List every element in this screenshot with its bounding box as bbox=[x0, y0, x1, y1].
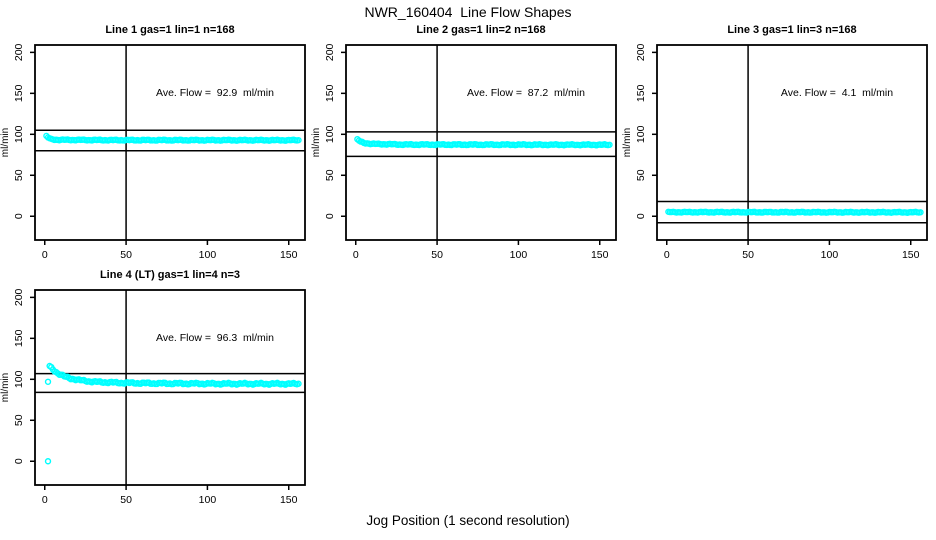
x-tick-label: 0 bbox=[42, 494, 48, 506]
flow-point bbox=[606, 141, 613, 148]
x-tick-label: 100 bbox=[199, 494, 217, 506]
subplot-3: 0 50 100 150 0 50 100 150 200 ml/min Line 3 gas=1 … bbox=[622, 20, 930, 272]
x-tick-label: 50 bbox=[120, 249, 132, 261]
x-tick-label: 150 bbox=[902, 249, 920, 261]
y-tick-label: 50 bbox=[635, 169, 647, 181]
y-tick-label: 100 bbox=[324, 125, 336, 143]
flow-point-outlier bbox=[44, 378, 52, 385]
y-tick-label: 200 bbox=[13, 43, 25, 61]
plot-box bbox=[34, 289, 306, 486]
ave-flow-annotation: Ave. Flow = 87.2 ml/min bbox=[467, 87, 585, 99]
flow-point bbox=[295, 136, 302, 144]
x-tick-label: 150 bbox=[591, 249, 609, 261]
y-tick-label: 50 bbox=[13, 169, 25, 181]
subplot-title: Line 4 (LT) gas=1 lin=4 n=3 bbox=[99, 269, 241, 281]
subplot-title: Line 1 gas=1 lin=1 n=168 bbox=[105, 24, 235, 36]
subplot-title: Line 3 gas=1 lin=3 n=168 bbox=[727, 24, 857, 36]
ave-flow-annotation: Ave. Flow = 4.1 ml/min bbox=[780, 87, 894, 99]
y-tick-label: 50 bbox=[13, 414, 25, 426]
flow-points-series bbox=[665, 208, 924, 216]
y-tick-label: 100 bbox=[13, 125, 25, 143]
y-tick-label: 0 bbox=[13, 458, 25, 464]
y-tick-label: 150 bbox=[13, 329, 25, 347]
y-tick-label: 50 bbox=[324, 169, 336, 181]
x-tick-label: 0 bbox=[42, 249, 48, 261]
y-tick-label: 0 bbox=[13, 213, 25, 219]
x-tick-label: 0 bbox=[664, 249, 670, 261]
x-tick-label: 0 bbox=[353, 249, 359, 261]
x-tick-label: 150 bbox=[280, 249, 298, 261]
y-tick-label: 200 bbox=[13, 288, 25, 306]
y-axis-label: ml/min bbox=[0, 373, 11, 402]
flow-point bbox=[295, 380, 302, 387]
x-tick-label: 100 bbox=[821, 249, 839, 261]
flow-point bbox=[917, 209, 924, 216]
x-tick-label: 50 bbox=[742, 249, 754, 261]
subplot-1: 0 50 100 150 0 50 100 150 200 ml/min Line 1 gas=1 … bbox=[0, 20, 308, 272]
y-tick-label: 200 bbox=[635, 43, 647, 61]
y-axis-label: ml/min bbox=[311, 128, 322, 157]
subplot-4: 0 50 100 150 0 50 100 150 200 ml/min Line 4 (LT) g… bbox=[0, 265, 308, 517]
plot-box bbox=[345, 44, 617, 241]
figure-x-axis-label: Jog Position (1 second resolution) bbox=[366, 513, 570, 528]
y-tick-label: 100 bbox=[635, 125, 647, 143]
flow-points-series bbox=[43, 132, 302, 144]
subplot-canvas: 0 50 100 150 0 50 100 150 200 ml/min bbox=[0, 43, 306, 261]
subplot-title: Line 2 gas=1 lin=2 n=168 bbox=[416, 24, 546, 36]
x-tick-label: 50 bbox=[120, 494, 132, 506]
y-tick-label: 150 bbox=[324, 84, 336, 102]
x-tick-label: 100 bbox=[199, 249, 217, 261]
subplot-canvas: 0 50 100 150 0 50 100 150 200 ml/min bbox=[311, 43, 617, 261]
ave-flow-annotation: Ave. Flow = 92.9 ml/min bbox=[156, 87, 274, 99]
subplot-canvas: 0 50 100 150 0 50 100 150 200 ml/min bbox=[0, 288, 306, 506]
y-tick-label: 200 bbox=[324, 43, 336, 61]
figure-title: NWR_160404 Line Flow Shapes bbox=[364, 4, 572, 20]
y-tick-label: 150 bbox=[635, 84, 647, 102]
flow-points-series bbox=[44, 362, 302, 465]
x-tick-label: 100 bbox=[510, 249, 528, 261]
flow-points-series bbox=[354, 135, 613, 149]
subplot-canvas: 0 50 100 150 0 50 100 150 200 ml/min bbox=[622, 43, 928, 261]
y-tick-label: 100 bbox=[13, 370, 25, 388]
x-tick-label: 150 bbox=[280, 494, 298, 506]
y-axis-label: ml/min bbox=[0, 128, 11, 157]
y-tick-label: 150 bbox=[13, 84, 25, 102]
y-tick-label: 0 bbox=[635, 213, 647, 219]
y-tick-label: 0 bbox=[324, 213, 336, 219]
plot-box bbox=[34, 44, 306, 241]
subplot-2: 0 50 100 150 0 50 100 150 200 ml/min Line 2 gas=1 … bbox=[311, 20, 619, 272]
x-tick-label: 50 bbox=[431, 249, 443, 261]
flow-point-outlier bbox=[44, 458, 52, 465]
y-axis-label: ml/min bbox=[622, 128, 633, 157]
ave-flow-annotation: Ave. Flow = 96.3 ml/min bbox=[156, 332, 274, 344]
plot-box bbox=[656, 44, 928, 241]
